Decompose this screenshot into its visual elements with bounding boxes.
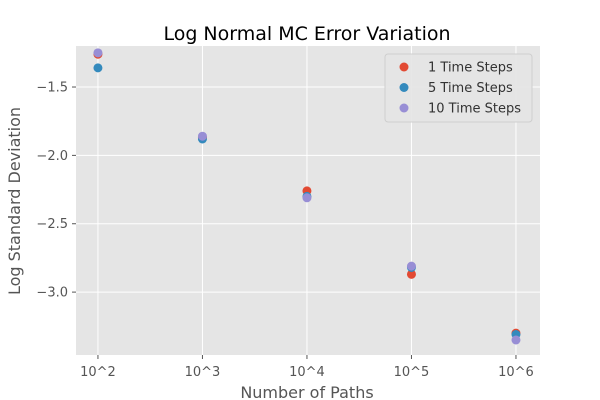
data-point bbox=[406, 261, 416, 271]
x-tick-label: 10^2 bbox=[80, 365, 116, 380]
y-tick-label: −1.5 bbox=[36, 81, 68, 96]
y-tick-label: −3.0 bbox=[36, 286, 68, 301]
data-point bbox=[93, 48, 103, 58]
data-point bbox=[511, 335, 521, 345]
x-tick-label: 10^3 bbox=[185, 365, 221, 380]
legend: 1 Time Steps 5 Time Steps 10 Time Steps bbox=[384, 53, 533, 123]
data-point bbox=[302, 193, 312, 203]
series-3 bbox=[93, 48, 521, 345]
data-points bbox=[93, 48, 521, 345]
y-axis-ticks: −1.5 −2.0 −2.5 −3.0 bbox=[36, 81, 76, 301]
legend-label: 1 Time Steps bbox=[428, 61, 513, 76]
y-tick-label: −2.0 bbox=[36, 149, 68, 164]
chart-title: Log Normal MC Error Variation bbox=[163, 23, 450, 45]
legend-marker bbox=[399, 103, 409, 113]
legend-marker bbox=[399, 62, 409, 72]
legend-label: 5 Time Steps bbox=[428, 81, 513, 96]
x-tick-label: 10^5 bbox=[394, 365, 430, 380]
data-point bbox=[406, 269, 416, 279]
x-tick-label: 10^6 bbox=[498, 365, 534, 380]
x-axis-ticks: 10^2 10^3 10^4 10^5 10^6 bbox=[80, 355, 534, 380]
legend-marker bbox=[399, 83, 409, 92]
y-axis-label: Log Standard Deviation bbox=[5, 107, 24, 295]
legend-box bbox=[384, 53, 533, 123]
data-point bbox=[197, 131, 207, 141]
legend-label: 10 Time Steps bbox=[428, 102, 521, 117]
y-tick-label: −2.5 bbox=[36, 217, 68, 232]
data-point bbox=[93, 63, 103, 73]
x-tick-label: 10^4 bbox=[289, 365, 325, 380]
x-axis-label: Number of Paths bbox=[240, 383, 373, 400]
